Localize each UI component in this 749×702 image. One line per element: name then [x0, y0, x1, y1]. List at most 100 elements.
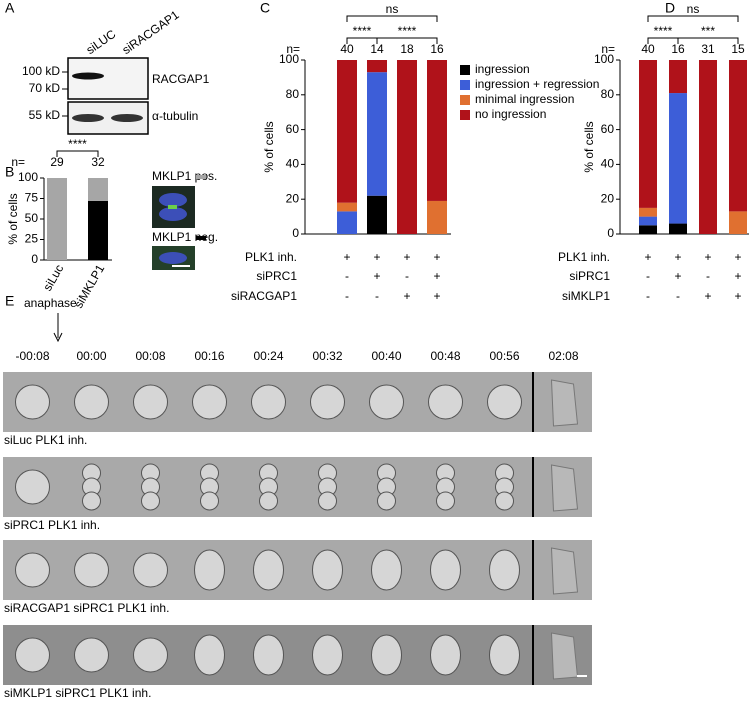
cell [430, 549, 461, 591]
significance-label: **** [654, 24, 673, 38]
n-label: n= [601, 42, 615, 56]
bar-segment [88, 178, 108, 201]
protein-label: RACGAP1 [152, 72, 210, 86]
row-caption: siPRC1 PLK1 inh. [4, 518, 100, 532]
n-label: n= [11, 155, 25, 169]
bar-segment [367, 72, 387, 196]
n-value: 29 [50, 155, 64, 169]
n-label: n= [286, 42, 300, 56]
y-tick-label: 50 [25, 211, 39, 225]
significance-label: *** [701, 24, 715, 38]
cell [259, 491, 278, 511]
bar-segment [639, 207, 657, 217]
cell [82, 491, 101, 511]
lane-label: siLUC [84, 27, 119, 57]
cell [133, 384, 168, 420]
cell [133, 637, 168, 673]
condition-value: + [704, 250, 711, 264]
condition-value: - [345, 289, 349, 303]
cell [436, 491, 455, 511]
legend-swatch [196, 175, 206, 179]
y-tick-label: 0 [292, 226, 299, 240]
micrograph-detail [159, 193, 187, 207]
cell [192, 384, 227, 420]
y-tick-label: 60 [286, 122, 300, 136]
cell [310, 384, 345, 420]
panel-letter: D [665, 0, 675, 16]
y-tick-label: 80 [286, 87, 300, 101]
significance-bracket [677, 37, 739, 44]
y-tick-label: 25 [25, 232, 39, 246]
blot-band [72, 114, 104, 122]
cell [15, 469, 50, 505]
significance-label: ns [386, 2, 399, 16]
bar-segment [427, 60, 447, 201]
blot-band [72, 72, 104, 80]
blot-band [111, 114, 143, 122]
cell [371, 549, 402, 591]
condition-value: + [403, 289, 410, 303]
bar-segment [367, 60, 387, 73]
bar-segment [337, 202, 357, 212]
y-tick-label: 100 [594, 52, 614, 66]
bar-segment [669, 223, 687, 234]
cell [253, 634, 284, 676]
cell [74, 384, 109, 420]
significance-label: **** [398, 24, 417, 38]
time-label: 00:32 [312, 349, 342, 363]
n-value: 15 [731, 42, 745, 56]
significance-label: ns [687, 2, 700, 16]
cell [318, 491, 337, 511]
cell [253, 549, 284, 591]
legend-label: ingression [475, 62, 530, 76]
condition-value: + [403, 250, 410, 264]
protein-label: α-tubulin [152, 109, 198, 123]
condition-value: + [433, 289, 440, 303]
bar-segment [427, 200, 447, 234]
legend-label: MKLP1 pos. [152, 169, 217, 183]
legend-swatch [460, 110, 470, 120]
time-label: 00:08 [135, 349, 165, 363]
x-tick-label: siLuc [40, 262, 66, 293]
significance-bracket [346, 15, 438, 22]
y-tick-label: 0 [607, 226, 614, 240]
significance-label: **** [68, 137, 87, 151]
bar-segment [337, 211, 357, 234]
condition-label: siMKLP1 [562, 289, 610, 303]
cell [15, 552, 50, 588]
y-tick-label: 0 [31, 252, 38, 266]
bar-segment [639, 216, 657, 226]
condition-value: - [646, 289, 650, 303]
y-tick-label: 75 [25, 191, 39, 205]
cell [550, 632, 579, 680]
cell [15, 637, 50, 673]
y-tick-label: 20 [601, 191, 615, 205]
legend-swatch [460, 80, 470, 90]
cell [369, 384, 404, 420]
time-label: 00:24 [253, 349, 283, 363]
cell [141, 491, 160, 511]
cell [74, 552, 109, 588]
condition-value: + [674, 269, 681, 283]
condition-value: + [734, 289, 741, 303]
time-label: 00:16 [194, 349, 224, 363]
condition-value: - [375, 289, 379, 303]
condition-value: - [646, 269, 650, 283]
micrograph-detail [159, 207, 187, 221]
y-axis-label: % of cells [582, 121, 596, 172]
cell [550, 547, 579, 595]
bar-segment [337, 60, 357, 203]
condition-label: PLK1 inh. [558, 250, 610, 264]
y-tick-label: 100 [18, 170, 38, 184]
cell [194, 549, 225, 591]
condition-value: - [706, 269, 710, 283]
legend-label: MKLP1 neg. [152, 230, 218, 244]
n-value: 14 [370, 42, 384, 56]
x-tick-label: siMKLP1 [71, 262, 107, 311]
bar-segment [639, 60, 657, 208]
cell [371, 634, 402, 676]
cell [489, 634, 520, 676]
cell [312, 549, 343, 591]
y-tick-label: 20 [286, 191, 300, 205]
